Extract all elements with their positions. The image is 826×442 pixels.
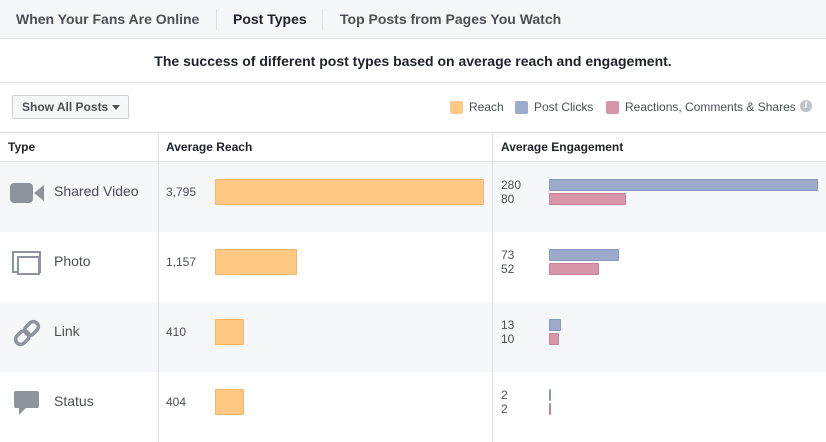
table-row-photo: Photo 1,157 73 52 [0,232,826,302]
column-header-type: Type [8,140,36,154]
post-clicks-bar [549,179,818,191]
legend-reactions-label: Reactions, Comments & Shares [625,100,796,114]
tab-top-posts-pages-watch[interactable]: Top Posts from Pages You Watch [340,11,562,27]
row-reactions-value: 52 [501,262,515,276]
row-type-label: Photo [54,253,91,269]
legend-reach-swatch [450,101,463,114]
reach-bar [215,389,244,415]
reach-bar [215,179,484,205]
show-posts-dropdown[interactable]: Show All Posts [12,95,129,119]
row-post-clicks-value: 13 [501,318,515,332]
row-post-clicks-value: 73 [501,248,515,262]
chevron-down-icon [112,105,120,110]
legend-clicks-swatch [515,101,528,114]
column-divider [158,132,159,442]
tab-when-fans-online[interactable]: When Your Fans Are Online [16,11,200,27]
reach-bar [215,319,245,345]
column-divider [492,132,493,442]
reactions-bar [549,263,599,275]
row-post-clicks-value: 280 [501,178,522,192]
table-row-link: Link 410 13 10 [0,302,826,372]
row-reactions-value: 10 [501,332,515,346]
legend-clicks-label: Post Clicks [534,100,594,114]
row-reactions-value: 2 [501,402,508,416]
legend-reactions-swatch [606,101,619,114]
tab-bar: When Your Fans Are Online Post Types Top… [0,0,826,39]
row-reach-value: 1,157 [166,255,197,269]
row-type-label: Link [54,323,80,339]
status-speech-bubble-icon [14,391,39,415]
row-post-clicks-value: 2 [501,388,508,402]
tab-divider [322,9,323,30]
section-description: The success of different post types base… [0,39,826,83]
table-header: Type Average Reach Average Engagement [0,132,826,162]
post-clicks-bar [549,389,551,401]
show-posts-dropdown-label: Show All Posts [22,100,109,114]
row-reactions-value: 80 [501,192,515,206]
column-header-average-engagement: Average Engagement [501,140,624,154]
legend-reach-label: Reach [469,100,504,114]
post-clicks-bar [549,319,562,331]
row-type-label: Shared Video [54,183,139,199]
link-icon [13,319,41,347]
reach-bar [215,249,297,275]
tab-post-types[interactable]: Post Types [233,11,307,27]
photo-icon [12,251,41,275]
row-reach-value: 3,795 [166,185,197,199]
row-reach-value: 404 [166,395,187,409]
row-reach-value: 410 [166,325,187,339]
row-type-label: Status [54,393,94,409]
info-icon[interactable]: i [800,100,812,112]
video-camera-icon [10,183,44,203]
post-clicks-bar [549,249,620,261]
reactions-bar [549,333,559,345]
table-row-shared-video: Shared Video 3,795 280 80 [0,162,826,232]
tab-divider [216,9,217,30]
reactions-bar [549,193,626,205]
table-row-status: Status 404 2 2 [0,372,826,442]
column-header-average-reach: Average Reach [166,140,253,154]
reactions-bar [549,403,551,415]
